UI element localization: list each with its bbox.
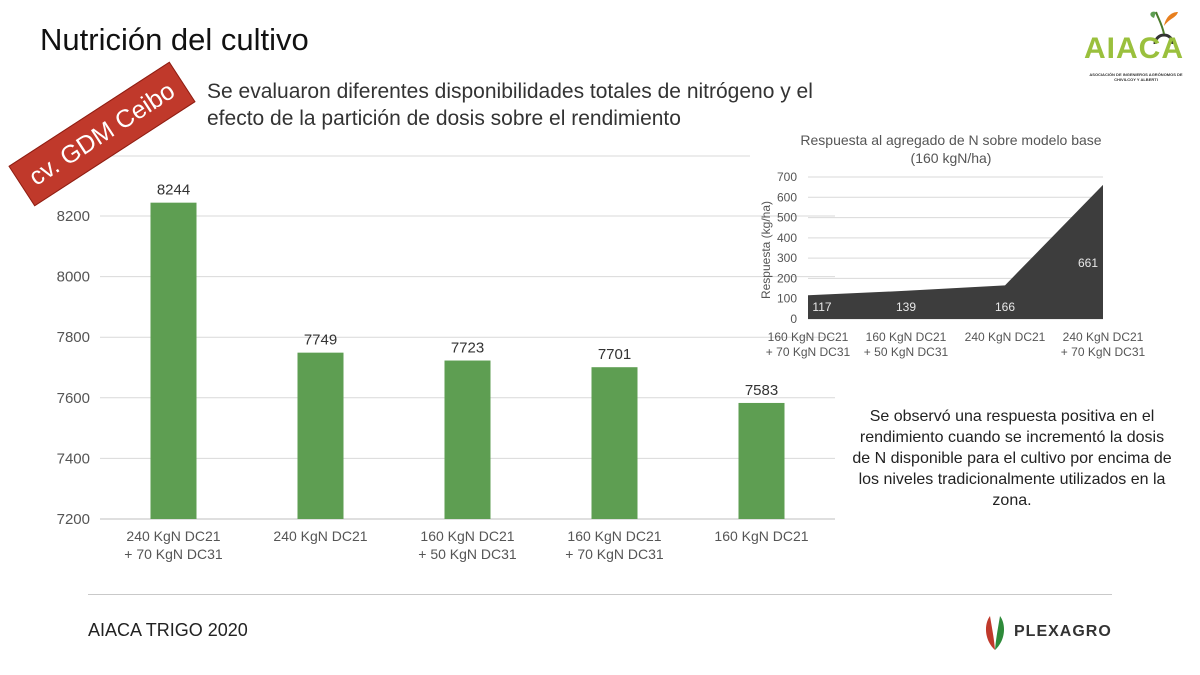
logo-subtitle: ASOCIACIÓN DE INGENIEROS AGRÓNOMOS DE CH… <box>1089 72 1183 82</box>
inset-y-axis-label: Respuesta (kg/ha) <box>759 201 773 299</box>
x-category-label: 240 KgN DC21 <box>273 528 367 544</box>
inset-y-tick-label: 400 <box>777 231 797 245</box>
footer-divider <box>88 594 1112 595</box>
y-tick-label: 7200 <box>57 511 90 528</box>
bar <box>738 402 785 519</box>
bar-value-label: 7749 <box>304 332 337 349</box>
inset-y-tick-label: 100 <box>777 292 797 306</box>
plexagro-label: PLEXAGRO <box>1014 623 1112 640</box>
inset-title: Respuesta al agregado de N sobre modelo … <box>800 132 1101 166</box>
bar <box>444 360 491 519</box>
logo-word: AIACA <box>1084 32 1184 65</box>
inset-data-label: 166 <box>995 300 1015 314</box>
x-category-label: 160 KgN DC21 <box>714 528 808 544</box>
inset-y-tick-label: 600 <box>777 190 797 204</box>
slide-title: Nutrición del cultivo <box>40 22 309 57</box>
bar-value-label: 8244 <box>157 182 190 199</box>
bar <box>591 367 638 519</box>
y-tick-label: 7600 <box>57 390 90 407</box>
plexagro-logo: PLEXAGRO <box>982 614 1112 650</box>
area-series <box>808 184 1103 319</box>
y-tick-label: 8000 <box>57 269 90 286</box>
leaf-gear-icon <box>1150 11 1178 44</box>
x-category-label: 160 KgN DC21 + 50 KgN DC31 <box>418 528 517 562</box>
inset-data-label: 661 <box>1078 256 1098 270</box>
footer-label: AIACA TRIGO 2020 <box>88 620 248 640</box>
inset-y-tick-label: 0 <box>790 312 797 326</box>
plexagro-leaf-icon <box>985 616 1005 650</box>
aiaca-logo: AIACA ASOCIACIÓN DE INGENIEROS AGRÓNOMOS… <box>1080 4 1192 88</box>
bar-value-label: 7583 <box>745 382 778 399</box>
bar-value-label: 7723 <box>451 340 484 357</box>
inset-y-tick-label: 700 <box>777 170 797 184</box>
x-category-label: 160 KgN DC21 + 70 KgN DC31 <box>565 528 664 562</box>
inset-y-tick-label: 300 <box>777 251 797 265</box>
inset-data-label: 117 <box>812 300 831 314</box>
bar <box>150 202 197 519</box>
x-category-label: 240 KgN DC21 + 70 KgN DC31 <box>124 528 223 562</box>
bar <box>297 352 344 519</box>
y-tick-label: 8200 <box>57 208 90 225</box>
inset-y-tick-label: 500 <box>777 211 797 225</box>
inset-x-category-label: 160 KgN DC21 + 50 KgN DC31 <box>864 330 949 359</box>
insight-text: Se observó una respuesta positiva en el … <box>852 408 1172 509</box>
slide-subtitle: Se evaluaron diferentes disponibilidades… <box>207 80 813 130</box>
inset-x-category-label: 160 KgN DC21 + 70 KgN DC31 <box>766 330 851 359</box>
inset-x-category-label: 240 KgN DC21 <box>965 330 1046 344</box>
y-tick-label: 7400 <box>57 450 90 467</box>
y-tick-label: 7800 <box>57 329 90 346</box>
inset-y-tick-label: 200 <box>777 271 797 285</box>
bar-value-label: 7701 <box>598 346 631 363</box>
inset-data-label: 139 <box>896 300 916 314</box>
inset-x-category-label: 240 KgN DC21 + 70 KgN DC31 <box>1061 330 1146 359</box>
